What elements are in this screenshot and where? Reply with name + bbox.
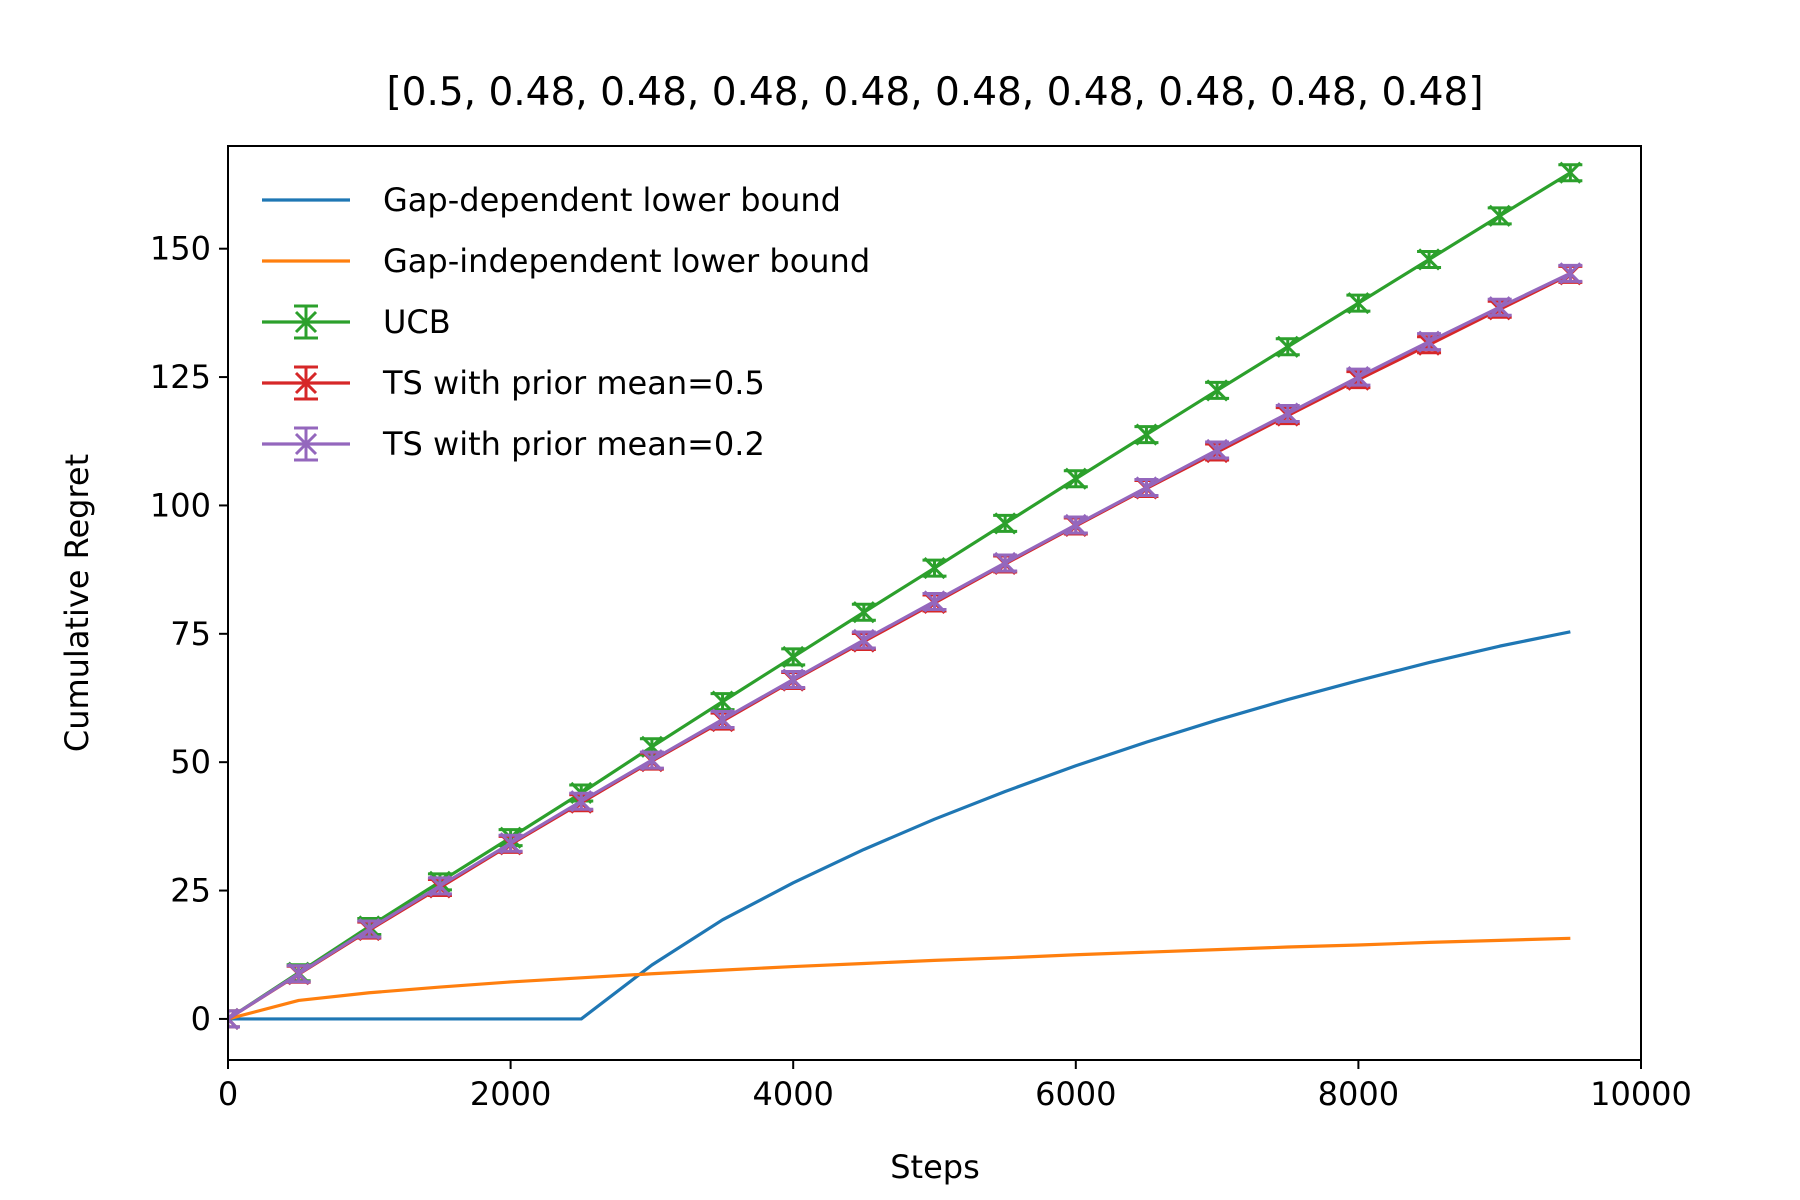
plot-area [228, 161, 1583, 1030]
legend: Gap-dependent lower bound Gap-independent… [262, 181, 870, 463]
data-point-marker-b [711, 708, 734, 731]
data-point-marker-b [994, 551, 1017, 575]
x-tick-label: 8000 [1318, 1075, 1399, 1113]
legend-label: Gap-dependent lower bound [383, 181, 841, 219]
y-tick-label: 75 [170, 615, 211, 653]
data-point-marker-b [711, 690, 734, 713]
data-point-marker-b [640, 749, 663, 772]
x-tick-label: 4000 [752, 1075, 833, 1113]
legend-marker-b [294, 432, 318, 456]
data-point-marker-b [994, 512, 1017, 535]
data-point-marker-a [228, 1016, 240, 1030]
data-point-marker-b [1559, 161, 1582, 184]
data-point-marker-b [228, 1007, 240, 1022]
data-point-marker-b [1206, 379, 1229, 402]
data-point-marker-b [1559, 262, 1582, 285]
data-point-marker-b [1417, 248, 1441, 271]
legend-entry: TS with prior mean=0.2 [262, 425, 765, 463]
legend-marker-b [294, 371, 318, 395]
data-point-marker-b [287, 962, 310, 985]
legend-label: UCB [383, 303, 451, 341]
y-tick-label: 25 [170, 872, 211, 910]
legend-entry: UCB [262, 303, 451, 341]
data-point-marker-b [1488, 204, 1511, 227]
axes: 0 2000 4000 6000 8000 10000 0 25 50 75 100 125 150 [150, 230, 1692, 1113]
legend-entry: Gap-dependent lower bound [262, 181, 841, 219]
chart-title: [0.5, 0.48, 0.48, 0.48, 0.48, 0.48, 0.48… [386, 70, 1483, 115]
data-point-marker-b [1064, 513, 1087, 537]
data-point-marker-b [1417, 330, 1441, 353]
x-axis-label: Steps [890, 1148, 980, 1186]
data-point-marker-b [1276, 335, 1299, 358]
legend-label: TS with prior mean=0.2 [382, 425, 765, 463]
series-0 [228, 630, 1571, 1021]
data-point-marker-b [428, 874, 452, 897]
data-point-marker-b [499, 832, 522, 855]
data-point-marker-b [923, 557, 946, 580]
x-tick-label: 2000 [470, 1075, 551, 1113]
legend-entry: Gap-independent lower bound [262, 242, 870, 280]
data-point-marker-b [1135, 476, 1158, 499]
data-point-marker-b [1064, 467, 1087, 490]
plot-frame [227, 145, 1642, 1061]
data-point-marker-b [852, 628, 875, 652]
data-point-marker-b [782, 645, 805, 668]
series-1 [228, 936, 1571, 1021]
y-tick-label: 50 [170, 743, 211, 781]
legend-entry: TS with prior mean=0.5 [262, 364, 765, 402]
legend-label: Gap-independent lower bound [383, 242, 870, 280]
y-tick-label: 100 [150, 486, 211, 524]
data-point-marker-b [923, 590, 946, 613]
data-point-marker-b [1206, 438, 1229, 462]
legend-label: TS with prior mean=0.5 [382, 364, 765, 402]
y-tick-label: 0 [191, 1000, 211, 1038]
y-axis-label: Cumulative Regret [58, 454, 96, 752]
x-tick-label: 6000 [1035, 1075, 1116, 1113]
data-point-marker-b [570, 790, 593, 813]
x-tick-label: 0 [218, 1075, 238, 1113]
x-tick-label: 10000 [1590, 1075, 1692, 1113]
data-point-marker-b [1347, 292, 1370, 315]
data-point-marker-b [1347, 366, 1370, 389]
data-point-marker-b [1135, 423, 1158, 446]
series-line [228, 936, 1571, 1021]
data-point-marker-b [782, 668, 805, 691]
y-tick-label: 150 [150, 230, 211, 268]
data-point-marker-b [358, 918, 381, 941]
data-point-marker-b [852, 601, 875, 624]
legend-marker-b [294, 310, 318, 334]
series-line [228, 630, 1571, 1021]
series-4 [228, 262, 1583, 1030]
data-point-marker-b [1488, 296, 1511, 319]
y-tick-label: 125 [150, 358, 211, 396]
data-point-marker-b [1276, 402, 1299, 425]
